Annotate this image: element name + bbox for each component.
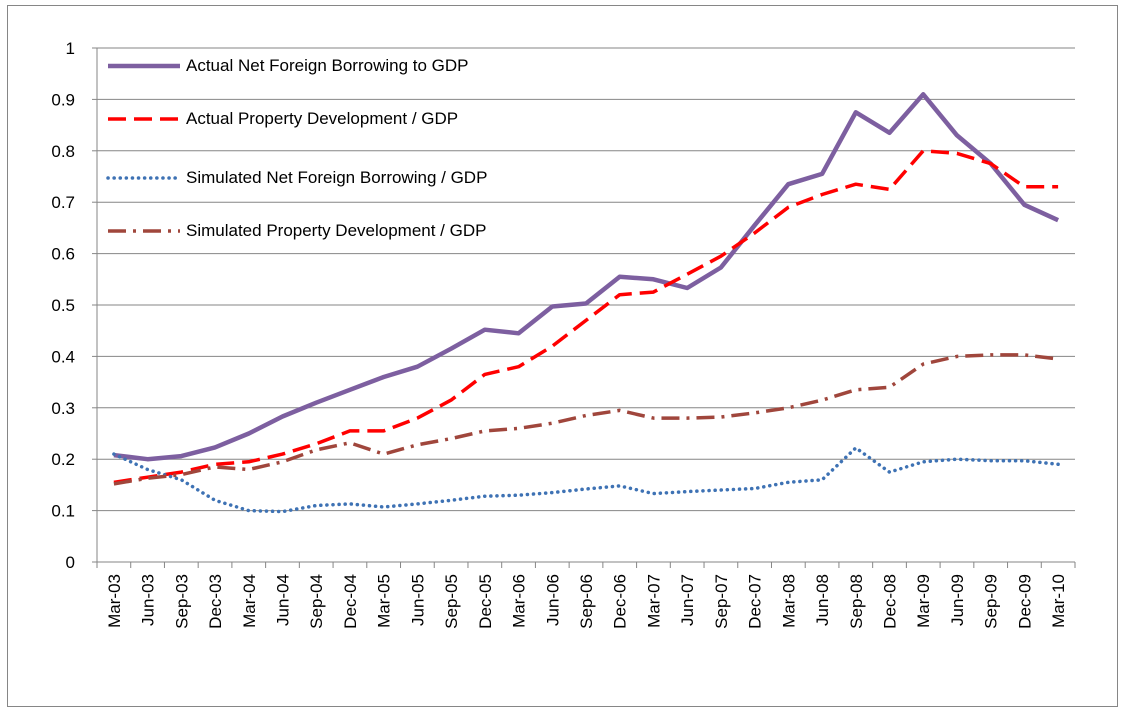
x-tick-label: Sep-09 (982, 574, 1001, 629)
y-tick-label: 1 (66, 39, 75, 58)
y-tick-label: 0.8 (51, 142, 75, 161)
x-tick-label: Dec-06 (611, 574, 630, 629)
legend-label: Actual Property Development / GDP (186, 109, 459, 128)
x-tick-label: Mar-04 (240, 574, 259, 628)
x-tick-label: Jun-03 (139, 574, 158, 626)
x-tick-label: Dec-03 (206, 574, 225, 629)
x-tick-label: Sep-03 (172, 574, 191, 629)
x-tick-label: Dec-09 (1015, 574, 1034, 629)
x-tick-label: Mar-05 (375, 574, 394, 628)
x-tick-label: Mar-06 (510, 574, 529, 628)
x-tick-label: Jun-05 (408, 574, 427, 626)
x-tick-label: Sep-07 (712, 574, 731, 629)
y-tick-label: 0.3 (51, 399, 75, 418)
y-tick-label: 0.9 (51, 90, 75, 109)
x-tick-label: Mar-08 (779, 574, 798, 628)
x-tick-label: Mar-07 (644, 574, 663, 628)
y-tick-label: 0.7 (51, 193, 75, 212)
x-tick-label: Jun-07 (678, 574, 697, 626)
legend-label: Simulated Net Foreign Borrowing / GDP (186, 168, 488, 187)
x-tick-label: Jun-04 (273, 574, 292, 626)
x-tick-label: Sep-05 (442, 574, 461, 629)
series-line (113, 149, 1059, 485)
y-tick-label: 0.4 (51, 347, 75, 366)
y-tick-label: 0.5 (51, 296, 75, 315)
legend-label: Actual Net Foreign Borrowing to GDP (186, 56, 469, 75)
x-tick-label: Dec-07 (746, 574, 765, 629)
series-line (112, 446, 1060, 514)
series-line (113, 92, 1060, 462)
x-tick-label: Dec-04 (341, 574, 360, 629)
y-tick-label: 0 (66, 553, 75, 572)
legend-label: Simulated Property Development / GDP (186, 221, 487, 240)
y-tick-label: 0.6 (51, 245, 75, 264)
x-tick-label: Sep-04 (307, 574, 326, 629)
y-tick-label: 0.2 (51, 450, 75, 469)
x-tick-label: Jun-08 (813, 574, 832, 626)
x-tick-label: Sep-06 (577, 574, 596, 629)
x-tick-label: Mar-09 (914, 574, 933, 628)
x-tick-label: Mar-03 (105, 574, 124, 628)
x-tick-label: Dec-05 (476, 574, 495, 629)
x-tick-label: Jun-09 (948, 574, 967, 626)
x-tick-label: Mar-10 (1049, 574, 1068, 628)
y-tick-label: 0.1 (51, 502, 75, 521)
x-tick-label: Sep-08 (847, 574, 866, 629)
x-tick-label: Jun-06 (543, 574, 562, 626)
x-tick-label: Dec-08 (881, 574, 900, 629)
